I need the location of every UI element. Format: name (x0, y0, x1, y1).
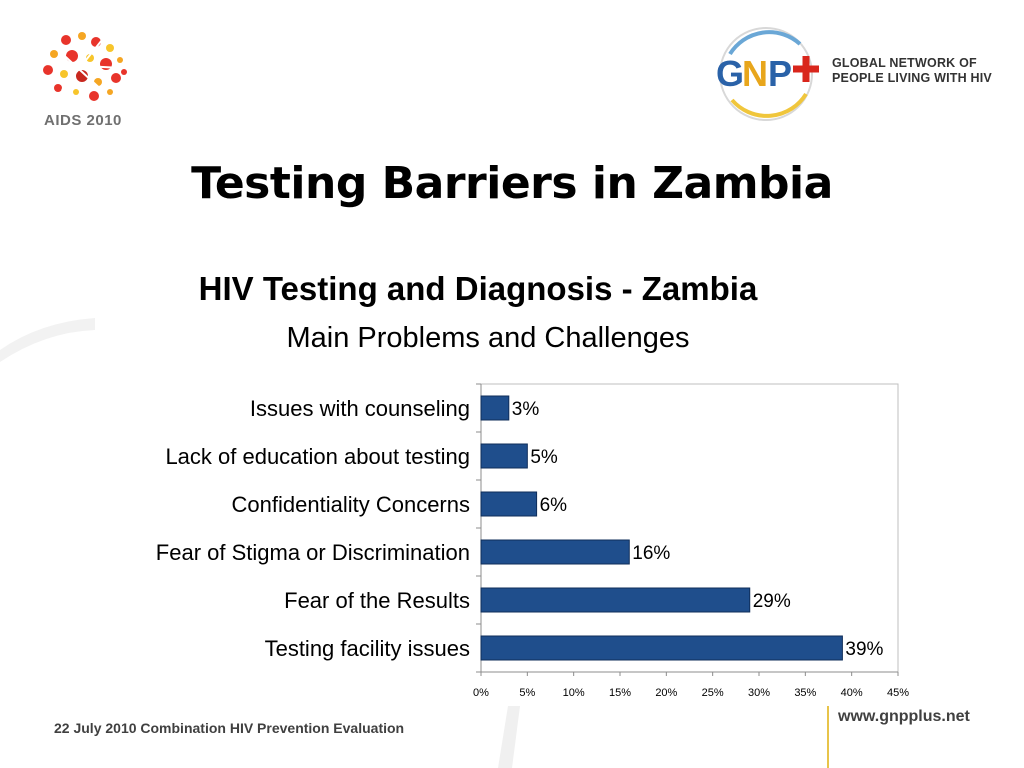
category-label: Confidentiality Concerns (232, 492, 470, 517)
chart-subtitle: Main Problems and Challenges (286, 322, 690, 354)
footer-website-link[interactable]: www.gnpplus.net (838, 708, 970, 725)
data-label: 16% (632, 543, 670, 564)
category-label: Issues with counseling (250, 396, 470, 421)
bar (480, 395, 510, 421)
data-label: 29% (753, 591, 791, 612)
category-label: Fear of the Results (284, 588, 470, 613)
svg-text:N: N (742, 53, 768, 94)
x-tick-label: 30% (748, 687, 770, 699)
plot-area-frame (480, 383, 899, 673)
bar (480, 491, 538, 517)
gnp-logo-line1: GLOBAL NETWORK OF (832, 56, 977, 70)
category-label: Lack of education about testing (165, 444, 470, 469)
background-swoosh-lower (498, 706, 520, 768)
x-tick-label: 20% (655, 687, 677, 699)
category-label: Testing facility issues (265, 636, 470, 661)
slide-title: Testing Barriers in Zambia (191, 158, 833, 209)
x-tick-label: 5% (519, 687, 535, 699)
x-tick-label: 25% (702, 687, 724, 699)
background-swoosh (0, 318, 95, 362)
x-tick-label: 35% (794, 687, 816, 699)
chart-title: HIV Testing and Diagnosis - Zambia (198, 270, 758, 307)
svg-text:G: G (716, 53, 744, 94)
svg-text:P: P (768, 53, 792, 94)
bar (480, 539, 630, 565)
x-tick-label: 15% (609, 687, 631, 699)
data-label: 39% (845, 639, 883, 660)
footer-divider (827, 706, 829, 768)
x-tick-label: 10% (563, 687, 585, 699)
aids-2010-logo (36, 28, 136, 138)
bar (480, 587, 751, 613)
data-label: 3% (512, 399, 540, 420)
x-tick-label: 40% (841, 687, 863, 699)
aids-2010-logo-text: AIDS 2010 (44, 112, 122, 129)
bar-chart: 3% Issues with counseling 5% Lack of educat… (156, 383, 909, 699)
gnp-logo-line2: PEOPLE LIVING WITH HIV (832, 71, 992, 85)
footer-date-text: 22 July 2010 Combination HIV Prevention … (54, 720, 405, 736)
bar (480, 635, 843, 661)
gnp-logo-text: GLOBAL NETWORK OF PEOPLE LIVING WITH HIV (832, 56, 992, 86)
x-tick-label: 0% (473, 687, 489, 699)
category-label: Fear of Stigma or Discrimination (156, 540, 470, 565)
gnp-plus-logo: G N P (710, 24, 1000, 124)
bar (480, 443, 528, 469)
data-label: 5% (530, 447, 558, 468)
x-tick-label: 45% (887, 687, 909, 699)
data-label: 6% (540, 495, 568, 516)
